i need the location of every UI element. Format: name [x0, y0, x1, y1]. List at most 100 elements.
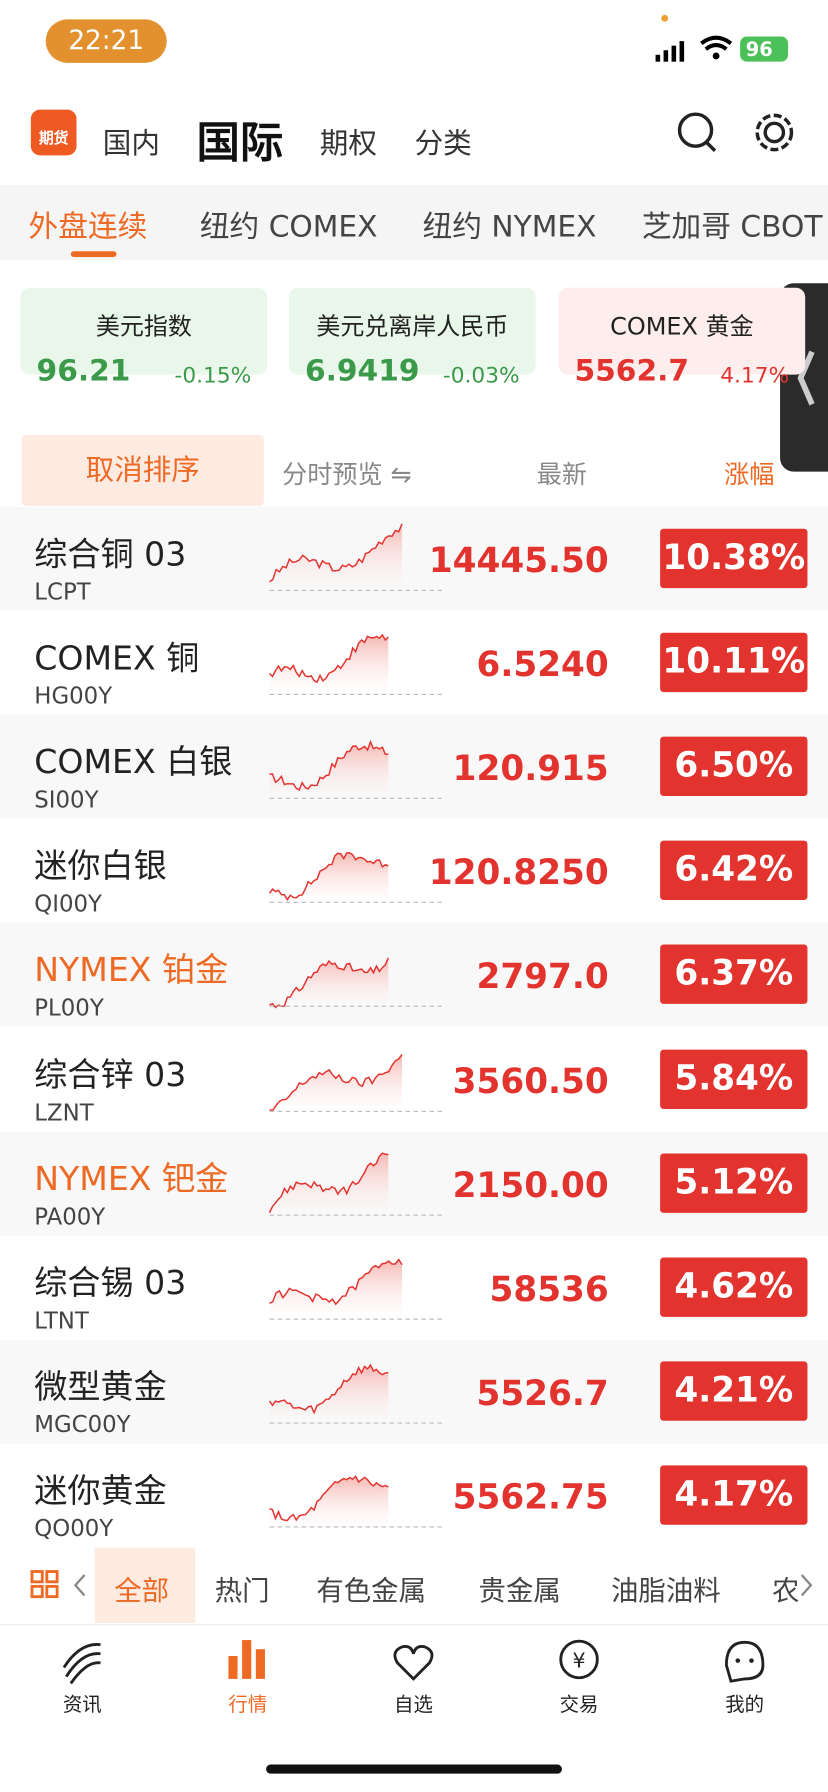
row-code: SI00Y [34, 785, 99, 814]
quote-row[interactable]: 综合锌 03 LZNT 3560.50 5.84% [0, 1027, 828, 1132]
category-tab[interactable]: 热门 [214, 1574, 270, 1607]
row-code: QO00Y [34, 1514, 114, 1542]
sparkline [269, 958, 446, 1015]
quote-row[interactable]: 综合锡 03 LTNT 58536 4.62% [0, 1235, 828, 1340]
category-tab[interactable]: 贵金属 [478, 1574, 561, 1607]
battery: 96 [746, 38, 773, 61]
sparkline [268, 852, 446, 911]
category-tab[interactable]: 农 [772, 1574, 800, 1607]
category-tab[interactable]: 油脂油料 [611, 1574, 721, 1607]
sparkline [269, 523, 446, 599]
quote-row[interactable]: COMEX 铜 HG00Y 6.5240 10.11% [0, 611, 828, 716]
nav-item[interactable]: 交易 [559, 1693, 599, 1717]
row-price: 2797.0 [476, 957, 609, 998]
row-code: LZNT [34, 1098, 94, 1126]
row-price: 5526.7 [476, 1373, 609, 1414]
header-tab[interactable]: 国内 [102, 126, 160, 160]
sparkline [269, 1257, 446, 1327]
status-icons: 96 [655, 14, 789, 62]
row-code: PA00Y [34, 1202, 106, 1230]
row-code: MGC00Y [34, 1410, 131, 1438]
row-code: LTNT [34, 1306, 89, 1334]
row-name: COMEX 铜 [34, 638, 200, 678]
row-name: 综合铜 03 [34, 534, 187, 574]
preview-header[interactable]: 分时预览 ⇋ [282, 461, 412, 490]
row-name: 微型黄金 [34, 1366, 167, 1406]
header-icons[interactable] [674, 110, 800, 160]
card-name: 美元指数 [95, 312, 192, 341]
quote-row[interactable]: NYMEX 钯金 PA00Y 2150.00 5.12% [0, 1131, 828, 1236]
header-tab[interactable]: 分类 [414, 126, 472, 160]
sparkline [269, 1053, 446, 1119]
quote-row[interactable]: 综合铜 03 LCPT 14445.50 10.38% [0, 507, 828, 612]
sparkline [268, 1363, 446, 1431]
row-change: 6.42% [660, 840, 808, 901]
index-card[interactable]: 美元兑离岸人民币 6.9419 -0.03% [288, 287, 536, 388]
card-name: 美元兑离岸人民币 [316, 312, 509, 341]
card-change: -0.03% [442, 363, 520, 389]
row-code: LCPT [34, 577, 91, 606]
row-price: 120.915 [452, 749, 609, 790]
card-price: 6.9419 [304, 354, 420, 389]
row-name: NYMEX 铂金 [34, 950, 229, 990]
app-logo[interactable]: 期货 [30, 109, 77, 156]
row-change: 5.12% [660, 1153, 808, 1213]
row-change: 4.21% [660, 1361, 808, 1421]
index-card[interactable]: COMEX 黄金 5562.7 4.17% [558, 287, 806, 388]
card-price: 5562.7 [574, 354, 690, 389]
row-change: 10.38% [660, 528, 808, 589]
row-change: 6.37% [660, 944, 808, 1005]
sparkline [269, 740, 446, 807]
subtab[interactable]: 芝加哥 CBOT [641, 210, 823, 245]
row-code: HG00Y [34, 681, 113, 710]
header-tab[interactable]: 期权 [319, 126, 377, 160]
nav-item[interactable]: 我的 [725, 1693, 765, 1717]
quote-row[interactable]: 迷你白银 QI00Y 120.8250 6.42% [0, 819, 828, 924]
card-change: 4.17% [720, 363, 790, 389]
card-name: COMEX 黄金 [610, 312, 754, 341]
change-header[interactable]: 涨幅 [724, 461, 775, 490]
quote-row[interactable]: NYMEX 铂金 PL00Y 2797.0 6.37% [0, 923, 828, 1028]
svg-text:¥: ¥ [573, 1648, 586, 1672]
subtab-indicator [70, 251, 117, 257]
row-name: NYMEX 钯金 [34, 1158, 229, 1198]
subtab[interactable]: 外盘连续 [28, 210, 148, 245]
subtab[interactable]: 纽约 NYMEX [422, 210, 597, 245]
status-time: 22:21 [45, 19, 167, 63]
index-card[interactable]: 美元指数 96.21 -0.15% [20, 287, 268, 388]
quote-row[interactable]: 迷你黄金 QO00Y 5562.75 4.17% [0, 1443, 828, 1548]
row-price: 14445.50 [428, 541, 609, 582]
subtab[interactable]: 纽约 COMEX [199, 210, 378, 245]
row-price: 58536 [489, 1269, 609, 1310]
category-active-bg [94, 1547, 196, 1623]
latest-header[interactable]: 最新 [536, 461, 588, 490]
category-fade [776, 1548, 828, 1622]
row-price: 3560.50 [452, 1061, 609, 1102]
quote-row[interactable]: 微型黄金 MGC00Y 5526.7 4.21% [0, 1339, 828, 1444]
category-tab[interactable]: 全部 [114, 1574, 170, 1607]
row-price: 5562.75 [452, 1477, 609, 1518]
row-change: 4.62% [660, 1257, 808, 1317]
quote-row[interactable]: COMEX 白银 SI00Y 120.915 6.50% [0, 715, 828, 820]
row-name: 迷你白银 [34, 846, 167, 886]
category-tab[interactable]: 有色金属 [316, 1574, 427, 1607]
row-change: 5.84% [660, 1049, 808, 1109]
nav-item[interactable]: 行情 [228, 1693, 268, 1717]
home-indicator [266, 1764, 562, 1774]
row-name: 迷你黄金 [34, 1470, 167, 1510]
row-name: 综合锌 03 [34, 1054, 187, 1094]
row-name: COMEX 白银 [34, 742, 233, 782]
nav-item[interactable]: 资讯 [62, 1693, 102, 1717]
card-price: 96.21 [36, 354, 131, 389]
row-name: 综合锡 03 [34, 1262, 187, 1302]
cancel-sort[interactable]: 取消排序 [21, 435, 264, 506]
subtab-bar [0, 185, 828, 261]
sparkline [269, 633, 446, 703]
grid-icon[interactable] [30, 1568, 99, 1602]
row-price: 120.8250 [428, 853, 609, 894]
row-code: PL00Y [34, 994, 104, 1022]
nav-item[interactable]: 自选 [394, 1693, 433, 1717]
card-change: -0.15% [174, 363, 252, 389]
header-tab[interactable]: 国际 [196, 117, 284, 168]
